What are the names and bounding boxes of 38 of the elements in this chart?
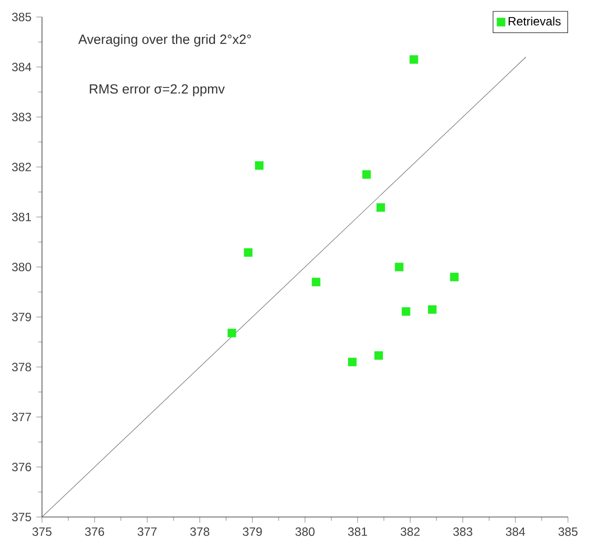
y-tick-label: 376 — [12, 462, 32, 472]
y-tick-label: 382 — [12, 162, 31, 172]
x-tick-label: 384 — [506, 527, 526, 536]
y-tick-label: 380 — [12, 262, 32, 272]
point — [394, 262, 404, 272]
y-tick-label: 381 — [12, 212, 32, 222]
point — [402, 307, 410, 316]
point — [348, 358, 357, 366]
y-tick-label: 378 — [12, 362, 32, 372]
x-tick-label: 383 — [453, 527, 472, 536]
point — [228, 328, 236, 338]
point — [374, 351, 383, 360]
y-tick-label: 377 — [12, 412, 31, 422]
legend-label: Retrievals — [508, 16, 561, 26]
x-tick-label: 378 — [190, 527, 210, 536]
x-tick-label: 379 — [242, 527, 262, 536]
point — [362, 170, 371, 179]
point — [254, 161, 264, 170]
point — [450, 272, 459, 282]
x-tick-label: 376 — [85, 527, 104, 536]
y-tick-label: 379 — [12, 312, 32, 322]
point — [428, 305, 437, 314]
x-tick-label: 377 — [138, 527, 157, 536]
x-tick-label: 382 — [400, 527, 420, 536]
y-tick-label: 384 — [12, 62, 32, 72]
point — [312, 278, 320, 286]
annotation: Averaging over the grid 2°x2° — [78, 34, 251, 47]
x-tick-label: 375 — [32, 527, 52, 536]
x-tick-label: 385 — [558, 527, 578, 536]
y-tick-label: 375 — [12, 512, 32, 522]
x-tick-label: 380 — [295, 527, 315, 536]
y-tick-label: 385 — [12, 12, 32, 22]
point — [376, 203, 386, 212]
point — [244, 248, 252, 257]
annotation: RMS error σ=2.2 ppmv — [90, 84, 225, 96]
y-tick-label: 383 — [12, 112, 32, 122]
x-tick-label: 381 — [348, 527, 368, 536]
point — [410, 55, 418, 64]
